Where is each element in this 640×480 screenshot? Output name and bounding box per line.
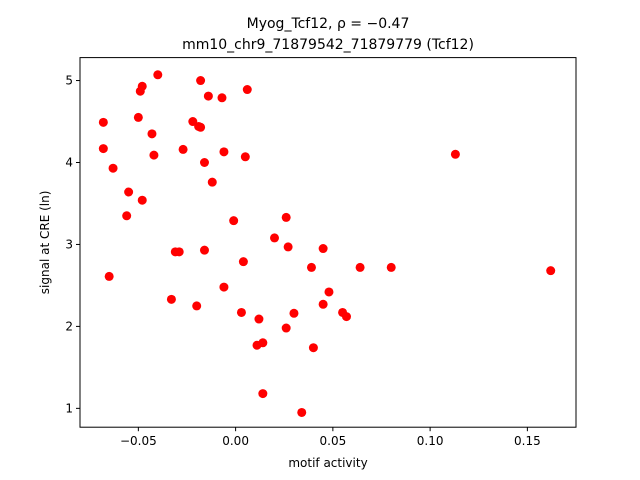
data-point [124,187,134,197]
data-point [108,163,118,173]
data-point [166,294,176,304]
data-point [199,245,209,255]
data-point [122,211,132,221]
data-point [217,93,227,103]
data-point [318,299,328,309]
data-point [289,308,299,318]
y-tick-label: 5 [65,74,73,88]
data-point [297,407,307,417]
data-point [219,282,229,292]
data-point [324,287,334,297]
data-point [450,149,460,159]
data-point [258,389,268,399]
x-axis-ticks: −0.05 0.00 0.05 0.10 0.15 [120,427,541,448]
data-point [254,314,264,324]
x-tick-label: 0.10 [417,434,444,448]
data-point [281,323,291,333]
data-point [318,244,328,254]
y-tick-label: 2 [65,319,73,333]
data-point [192,301,202,311]
data-point [229,216,239,226]
x-tick-label: 0.15 [514,434,541,448]
data-point [149,150,159,160]
data-point [147,129,157,139]
data-point [153,70,163,80]
data-point [242,85,252,95]
x-tick-label: −0.05 [120,434,157,448]
data-point [98,117,108,127]
data-point [270,233,280,243]
data-point [308,343,318,353]
data-point [281,212,291,222]
x-tick-label: 0.00 [222,434,249,448]
data-point [196,76,206,86]
x-axis-label: motif activity [288,456,367,470]
data-point [137,195,147,205]
data-point [236,307,246,317]
data-point [203,91,213,101]
y-axis-ticks: 1 2 3 4 5 [65,74,80,415]
data-point [199,157,209,167]
data-point [137,81,147,91]
data-point [98,144,108,154]
data-point [207,177,217,187]
data-point [178,144,188,154]
data-point [196,122,206,132]
y-tick-label: 4 [65,155,73,169]
data-point [546,266,556,276]
data-point [133,112,143,122]
data-points [98,70,556,417]
y-axis-label: signal at CRE (ln) [38,191,52,295]
data-point [240,152,250,162]
data-point [386,262,396,272]
x-tick-label: 0.05 [320,434,347,448]
data-point [104,271,114,281]
chart-title-line1: Myog_Tcf12, ρ = −0.47 [247,16,410,32]
y-tick-label: 1 [65,401,73,415]
data-point [341,312,351,322]
y-tick-label: 3 [65,237,73,251]
data-point [258,338,268,348]
data-point [306,262,316,272]
data-point [219,147,229,157]
data-point [174,247,184,257]
chart-title-line2: mm10_chr9_71879542_71879779 (Tcf12) [182,37,474,53]
data-point [238,257,248,267]
data-point [355,262,365,272]
data-point [283,242,293,252]
plot-area-frame [79,57,577,428]
